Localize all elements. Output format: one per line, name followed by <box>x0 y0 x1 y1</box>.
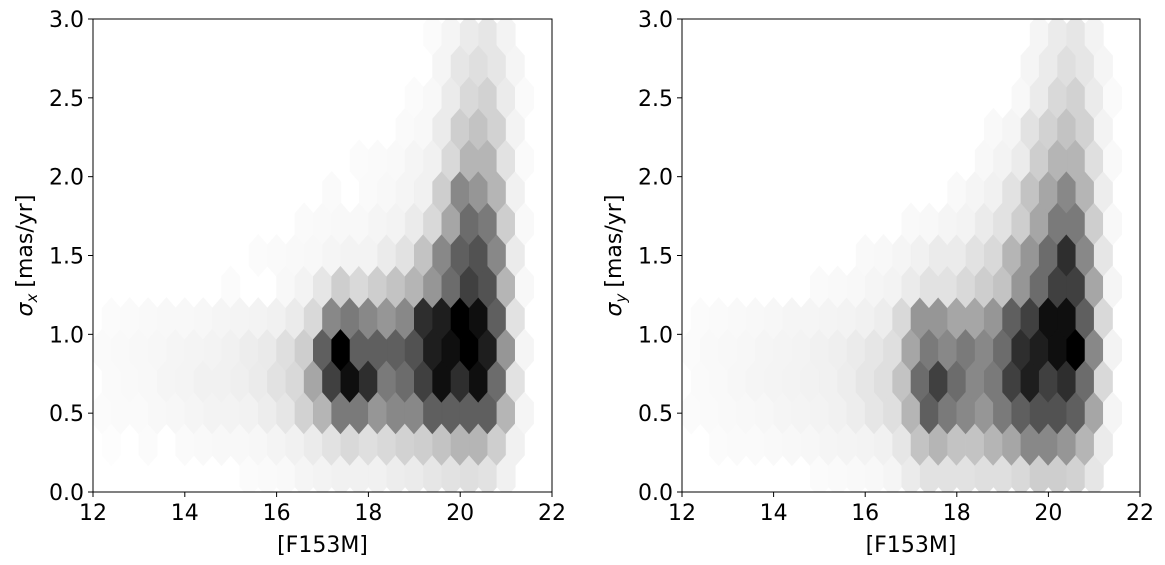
y-tick-label: 1.5 <box>49 245 84 270</box>
x-tick-label: 20 <box>1034 501 1062 526</box>
hex-cell <box>1103 391 1122 435</box>
plot-area <box>93 19 534 492</box>
hex-cell <box>1103 265 1122 309</box>
hex-cell <box>1103 202 1122 246</box>
y-label-unit: [mas/yr] <box>13 195 38 288</box>
y-tick-label: 2.0 <box>638 166 673 191</box>
x-tick-label: 16 <box>851 501 879 526</box>
x-tick-label: 22 <box>538 501 566 526</box>
hex-cell <box>514 391 534 435</box>
hex-cell <box>514 265 534 309</box>
y-label-subscript: y <box>612 292 630 303</box>
y-label-subscript: x <box>23 293 41 303</box>
hex-cell <box>514 76 534 120</box>
hex-cell <box>1103 328 1122 372</box>
y-tick-label: 0.5 <box>638 402 673 427</box>
x-axis-label: [F153M] <box>866 533 957 558</box>
x-tick-label: 12 <box>668 501 696 526</box>
panel: 12 14 16 18 20 22 0.0 0.5 1.0 1.5 2.0 2.5 3.0 [F153M]… <box>602 8 1154 558</box>
x-tick-label: 18 <box>943 501 971 526</box>
y-axis-label: σy [mas/yr] <box>602 195 630 317</box>
y-tick-label: 1.5 <box>638 245 673 270</box>
hex-cell <box>248 234 268 277</box>
y-tick-label: 1.0 <box>638 323 673 348</box>
x-axis-label: [F153M] <box>277 533 368 558</box>
y-axis-label: σx [mas/yr] <box>13 195 41 317</box>
y-tick-label: 2.5 <box>638 87 673 112</box>
x-tick-label: 22 <box>1126 501 1154 526</box>
y-tick-label: 1.0 <box>49 323 84 348</box>
x-tick-label: 14 <box>760 501 788 526</box>
y-tick-label: 3.0 <box>49 8 84 33</box>
y-tick-label: 2.0 <box>49 166 84 191</box>
hex-cell <box>514 139 534 183</box>
y-label-unit: [mas/yr] <box>602 195 627 288</box>
hex-cell <box>1103 76 1122 120</box>
y-tick-label: 0.5 <box>49 402 84 427</box>
x-tick-label: 16 <box>263 501 291 526</box>
y-tick-label: 3.0 <box>638 8 673 33</box>
y-tick-label: 0.0 <box>49 481 84 506</box>
y-label-symbol: σ <box>602 301 627 316</box>
y-label-symbol: σ <box>13 301 38 316</box>
hex-cell <box>1103 139 1122 183</box>
hex-cell <box>514 328 534 372</box>
y-tick-label: 0.0 <box>638 481 673 506</box>
x-tick-label: 18 <box>354 501 382 526</box>
x-tick-label: 12 <box>79 501 107 526</box>
hex-cell <box>514 202 534 246</box>
panel: 12 14 16 18 20 22 0.0 0.5 1.0 1.5 2.0 2.5 3.0 [F153M]… <box>13 8 566 558</box>
plot-area <box>682 19 1122 492</box>
x-tick-label: 14 <box>171 501 199 526</box>
y-tick-label: 2.5 <box>49 87 84 112</box>
x-tick-label: 20 <box>446 501 474 526</box>
